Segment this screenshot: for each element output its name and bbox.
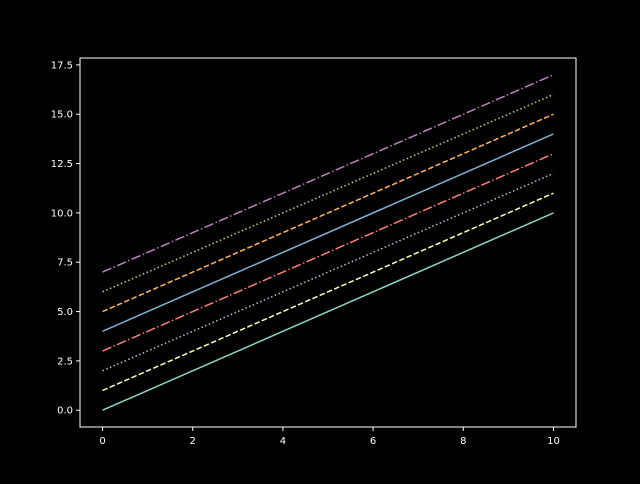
y-axis: 0.0 2.5 5.0 7.5 10.0 12.5 15.0 17.5 xyxy=(51,60,80,417)
y-tick-label: 7.5 xyxy=(57,258,73,269)
x-axis: 0 2 4 6 8 10 xyxy=(99,427,560,447)
series-line-7 xyxy=(102,93,554,293)
series-line-2 xyxy=(102,192,554,392)
series-line-1 xyxy=(102,212,554,411)
series-layer xyxy=(102,74,554,411)
series-line-4 xyxy=(102,153,554,352)
y-tick-label: 2.5 xyxy=(57,356,73,367)
y-tick-label: 0.0 xyxy=(57,406,73,417)
series-line-6 xyxy=(102,113,554,313)
series-line-3 xyxy=(102,172,554,372)
plot-frame xyxy=(79,57,577,428)
y-tick-label: 12.5 xyxy=(51,159,73,170)
x-tick-label: 6 xyxy=(370,436,376,447)
x-tick-label: 4 xyxy=(280,436,286,447)
series-line-5 xyxy=(102,133,554,332)
x-tick-label: 8 xyxy=(460,436,466,447)
y-tick-label: 10.0 xyxy=(51,208,73,219)
series-line-8 xyxy=(102,74,554,273)
x-tick-label: 2 xyxy=(190,436,196,447)
y-tick-label: 15.0 xyxy=(51,110,73,121)
y-tick-label: 17.5 xyxy=(51,60,73,71)
x-tick-label: 10 xyxy=(547,436,560,447)
y-tick-label: 5.0 xyxy=(57,307,73,318)
x-tick-label: 0 xyxy=(99,436,105,447)
